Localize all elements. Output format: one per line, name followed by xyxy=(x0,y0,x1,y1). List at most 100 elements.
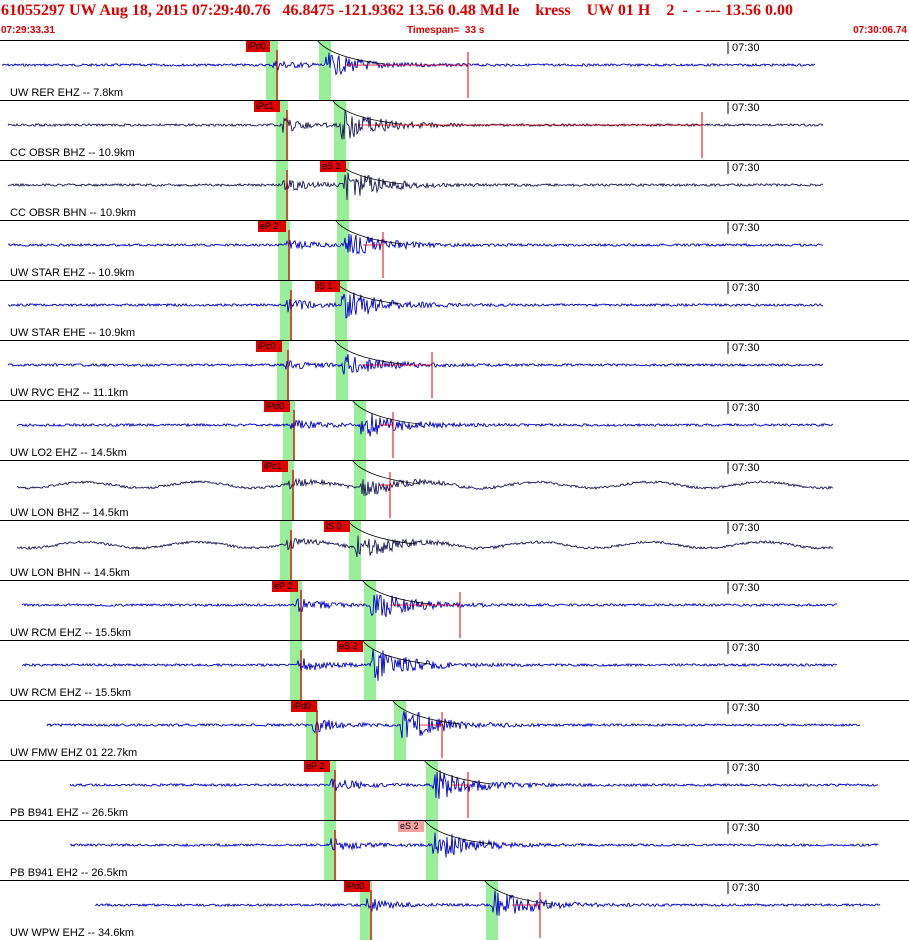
trace-row[interactable]: eP 2 07:30 UW RCM EHZ -- 15.5km xyxy=(0,580,909,640)
pick-label[interactable]: iPd0 xyxy=(344,881,370,892)
coda-curve xyxy=(361,580,431,605)
trace-plot xyxy=(0,820,909,880)
trace-plot xyxy=(0,280,909,340)
waveform xyxy=(21,648,838,681)
time-mark-label: 07:30 xyxy=(732,402,760,414)
seismogram-panel[interactable]: iPd0 07:30 UW RER EHZ -- 7.8km iPc1 07:30 CC … xyxy=(0,40,909,940)
waveform xyxy=(7,292,824,319)
trace-row[interactable]: eP 2 07:30 PB B941 EHZ -- 26.5km xyxy=(0,760,909,820)
time-mark-label: 07:30 xyxy=(732,702,760,714)
trace-plot xyxy=(0,220,909,280)
station-label: UW FMW EHZ 01 22.7km xyxy=(10,747,138,759)
station-label: CC OBSR BHN -- 10.9km xyxy=(10,207,136,219)
station-label: UW RCM EHZ -- 15.5km xyxy=(10,627,131,639)
coda-curve xyxy=(361,640,431,665)
p-window xyxy=(278,220,290,280)
time-mark-label: 07:30 xyxy=(732,822,760,834)
s-window xyxy=(319,40,331,100)
trace-row[interactable]: iPc1 07:30 UW LON BHZ -- 14.5km xyxy=(0,460,909,520)
station-label: UW LON BHZ -- 14.5km xyxy=(10,507,129,519)
p-window xyxy=(290,640,302,700)
p-window xyxy=(280,520,292,580)
pick-label[interactable]: eP 2 xyxy=(258,221,286,232)
trace-row[interactable]: eS 2 07:30 UW RCM EHZ -- 15.5km xyxy=(0,640,909,700)
pick-label[interactable]: eP 2 xyxy=(272,581,298,592)
coda-curve xyxy=(483,880,553,905)
pick-label[interactable]: iPc0 xyxy=(256,341,282,352)
p-window xyxy=(306,700,318,760)
event-header: 61055297 UW Aug 18, 2015 07:29:40.76 46.… xyxy=(0,0,909,40)
trace-row[interactable]: iPd0 07:30 UW WPW EHZ -- 34.6km xyxy=(0,880,909,940)
pick-label[interactable]: eS 2 xyxy=(337,641,363,652)
pick-label[interactable]: iPc1 xyxy=(262,461,288,472)
station-label: UW RCM EHZ -- 15.5km xyxy=(10,687,131,699)
waveform xyxy=(69,832,879,858)
trace-plot xyxy=(0,700,909,760)
pick-label[interactable]: iS 0 xyxy=(324,521,350,532)
waveform xyxy=(7,354,824,375)
station-label: UW WPW EHZ -- 34.6km xyxy=(10,927,135,939)
time-mark-label: 07:30 xyxy=(732,282,760,294)
timespan-label: Timespan= 33 s xyxy=(407,25,485,36)
pick-label[interactable]: eS 2 xyxy=(398,821,424,832)
station-label: CC OBSR BHZ -- 10.9km xyxy=(10,147,135,159)
trace-row[interactable]: iPd0 07:30 UW RER EHZ -- 7.8km xyxy=(0,40,909,100)
waveform xyxy=(16,477,834,496)
p-window xyxy=(276,160,288,220)
p-window xyxy=(282,460,294,520)
trace-row[interactable]: iS 0 07:30 UW LON BHN -- 14.5km xyxy=(0,520,909,580)
trace-plot xyxy=(0,880,909,940)
end-time: 07:30:06.74 xyxy=(853,25,907,36)
s-window xyxy=(337,160,349,220)
time-mark-label: 07:30 xyxy=(732,582,760,594)
trace-row[interactable]: eS 2 07:30 CC OBSR BHN -- 10.9km xyxy=(0,160,909,220)
trace-row[interactable]: eS 2 07:30 PB B941 EH2 -- 26.5km xyxy=(0,820,909,880)
station-label: UW RER EHZ -- 7.8km xyxy=(10,87,124,99)
trace-row[interactable]: iPd0 07:30 UW FMW EHZ 01 22.7km xyxy=(0,700,909,760)
start-time: 07:29:33.31 xyxy=(1,25,55,36)
time-mark-label: 07:30 xyxy=(732,642,760,654)
coda-curve xyxy=(334,220,404,245)
trace-plot xyxy=(0,640,909,700)
p-window xyxy=(276,100,288,160)
time-mark-label: 07:30 xyxy=(732,882,760,894)
pick-label[interactable]: iPd0 xyxy=(246,41,270,52)
s-window xyxy=(354,400,366,460)
p-window xyxy=(324,820,336,880)
coda-curve xyxy=(351,460,421,485)
station-label: UW RVC EHZ -- 11.1km xyxy=(10,387,129,399)
coda-curve xyxy=(423,820,493,845)
pick-label[interactable]: iPc1 xyxy=(254,101,280,112)
waveform xyxy=(7,233,824,255)
pick-label[interactable]: eS 2 xyxy=(320,161,346,172)
s-window xyxy=(364,640,376,700)
p-window xyxy=(266,40,278,100)
event-title: 61055297 UW Aug 18, 2015 07:29:40.76 46.… xyxy=(1,2,793,19)
time-mark-label: 07:30 xyxy=(732,162,760,174)
trace-row[interactable]: eP 2 07:30 UW STAR EHZ -- 10.9km xyxy=(0,220,909,280)
s-window xyxy=(426,820,438,880)
trace-plot xyxy=(0,40,909,100)
station-label: UW LO2 EHZ -- 14.5km xyxy=(10,447,127,459)
coda-curve xyxy=(346,520,416,545)
waveform xyxy=(95,890,881,916)
trace-row[interactable]: iPc0 07:30 UW RVC EHZ -- 11.1km xyxy=(0,340,909,400)
waveform xyxy=(1,52,816,76)
waveform xyxy=(7,172,824,201)
station-label: UW STAR EHE -- 10.9km xyxy=(10,327,136,339)
time-mark-label: 07:30 xyxy=(732,222,760,234)
s-window xyxy=(394,700,406,760)
station-label: UW LON BHN -- 14.5km xyxy=(10,567,130,579)
pick-label[interactable]: eP 2 xyxy=(304,761,330,772)
trace-plot xyxy=(0,460,909,520)
p-window xyxy=(324,760,336,820)
trace-row[interactable]: iPd0 07:30 UW LO2 EHZ -- 14.5km xyxy=(0,400,909,460)
pick-label[interactable]: iPd0 xyxy=(291,701,317,712)
pick-label[interactable]: iS 1 xyxy=(315,281,340,292)
pick-label[interactable]: iPd0 xyxy=(264,401,290,412)
trace-row[interactable]: iS 1 07:30 UW STAR EHE -- 10.9km xyxy=(0,280,909,340)
time-mark-label: 07:30 xyxy=(732,462,760,474)
trace-row[interactable]: iPc1 07:30 CC OBSR BHZ -- 10.9km xyxy=(0,100,909,160)
s-window xyxy=(364,580,376,640)
p-window xyxy=(280,280,292,340)
